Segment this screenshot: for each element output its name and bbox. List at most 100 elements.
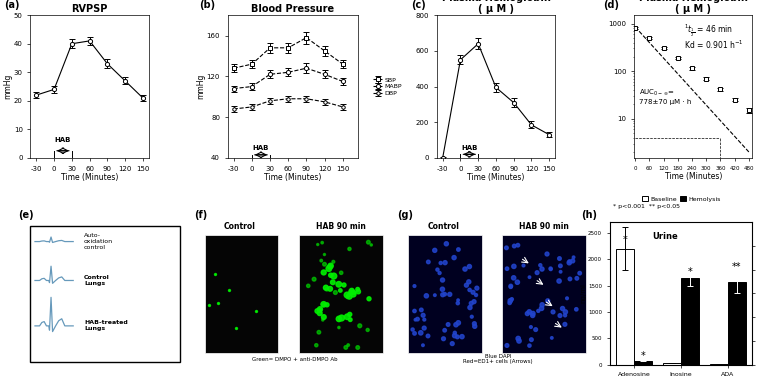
- Point: [448, 330, 461, 336]
- Point: [536, 302, 548, 308]
- Point: [335, 315, 347, 321]
- Point: [536, 266, 548, 272]
- Point: [344, 246, 356, 252]
- Point: [347, 291, 359, 297]
- Point: [422, 333, 434, 339]
- Point: [334, 287, 347, 293]
- Point: [564, 276, 576, 282]
- Point: [338, 282, 350, 288]
- Point: [433, 270, 445, 276]
- Point: [554, 263, 566, 269]
- Point: [446, 340, 458, 347]
- Text: * p<0.001  ** p<0.05: * p<0.001 ** p<0.05: [613, 204, 679, 209]
- Point: [505, 284, 517, 290]
- Point: [328, 259, 340, 265]
- Point: [363, 239, 375, 245]
- Point: [342, 342, 354, 348]
- Point: [312, 241, 324, 247]
- Point: [459, 266, 471, 272]
- Point: [429, 292, 441, 298]
- Bar: [502, 235, 586, 353]
- Point: [553, 278, 565, 284]
- Point: [450, 322, 462, 328]
- Point: [418, 317, 430, 323]
- Point: [318, 252, 331, 258]
- Point: [544, 266, 556, 272]
- Text: HAB 90 min: HAB 90 min: [315, 222, 366, 231]
- Point: [362, 327, 374, 333]
- Point: [523, 309, 535, 315]
- Point: [325, 263, 337, 269]
- Point: [521, 310, 534, 317]
- Point: [464, 287, 476, 293]
- Point: [321, 286, 333, 292]
- Point: [341, 292, 353, 298]
- Point: [556, 306, 568, 312]
- Point: [512, 336, 524, 342]
- Text: (h): (h): [581, 210, 597, 220]
- Point: [464, 304, 476, 310]
- Point: [408, 330, 420, 336]
- Point: [555, 269, 567, 275]
- X-axis label: Time (Minutes): Time (Minutes): [61, 173, 119, 182]
- Bar: [616, 249, 634, 365]
- Point: [436, 286, 448, 292]
- Point: [363, 296, 375, 302]
- Point: [567, 258, 579, 264]
- Bar: [408, 235, 482, 353]
- Title: Plasma Hemoglobin
( μ M ): Plasma Hemoglobin ( μ M ): [442, 0, 550, 14]
- Text: HAB-treated
Lungs: HAB-treated Lungs: [84, 320, 128, 331]
- Point: [436, 277, 448, 283]
- Point: [429, 247, 441, 253]
- Point: [250, 308, 262, 314]
- Point: [464, 263, 476, 269]
- Text: HAB: HAB: [461, 145, 477, 151]
- Point: [435, 260, 447, 266]
- Point: [313, 329, 325, 335]
- Point: [456, 334, 468, 340]
- Y-axis label: mmHg: mmHg: [3, 74, 12, 99]
- Point: [315, 258, 328, 264]
- Point: [324, 264, 336, 270]
- Point: [353, 323, 366, 329]
- Point: [352, 286, 364, 292]
- Point: [308, 276, 320, 282]
- Point: [452, 297, 464, 303]
- Point: [530, 326, 542, 332]
- Point: [439, 291, 451, 297]
- Point: [230, 325, 242, 331]
- Point: [318, 301, 330, 307]
- Point: [314, 307, 326, 314]
- Point: [417, 312, 429, 318]
- Point: [505, 283, 517, 289]
- Bar: [728, 282, 746, 365]
- Point: [408, 283, 420, 289]
- Point: [352, 344, 364, 350]
- Point: [341, 294, 353, 301]
- Point: [415, 330, 427, 336]
- Text: Control: Control: [224, 222, 256, 231]
- Point: [448, 255, 460, 261]
- Point: [333, 281, 345, 287]
- Point: [320, 285, 332, 291]
- Point: [344, 311, 356, 317]
- Point: [203, 302, 215, 308]
- Point: [511, 279, 524, 285]
- Point: [366, 242, 378, 248]
- Text: (e): (e): [18, 210, 33, 220]
- Text: $^{1}t_{\frac{1}{2}}$ = 46 min: $^{1}t_{\frac{1}{2}}$ = 46 min: [684, 22, 733, 38]
- Point: [505, 296, 518, 302]
- Point: [318, 302, 330, 308]
- Bar: [205, 235, 278, 353]
- Y-axis label: mmHg: mmHg: [196, 74, 205, 99]
- Legend: Baseline, Hemolysis: Baseline, Hemolysis: [639, 194, 723, 204]
- Text: (f): (f): [194, 210, 207, 220]
- Bar: [634, 361, 652, 365]
- Point: [328, 273, 340, 279]
- Point: [314, 310, 326, 316]
- Point: [504, 300, 516, 306]
- Point: [504, 298, 516, 304]
- Point: [415, 307, 427, 313]
- Text: HAB 90 min: HAB 90 min: [519, 222, 569, 231]
- Point: [532, 308, 544, 314]
